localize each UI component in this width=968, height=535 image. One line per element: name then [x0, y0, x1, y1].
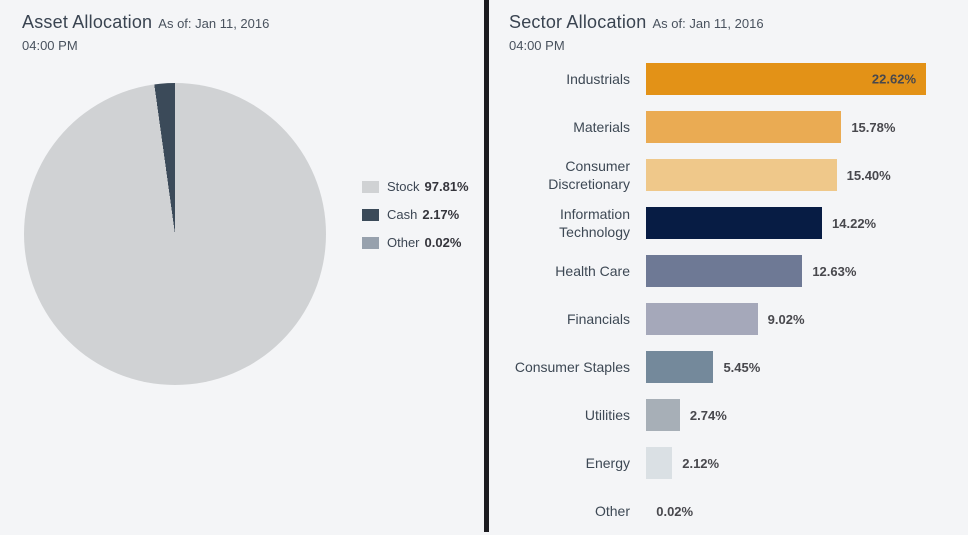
bar [646, 351, 713, 383]
sector-allocation-panel: Sector Allocation As of: Jan 11, 2016 04:… [489, 0, 968, 532]
bar-category-label: Energy [509, 454, 646, 472]
legend-label: Stock [387, 179, 420, 194]
bar-track: 0.02% [646, 495, 961, 527]
bar-category-label: Industrials [509, 70, 646, 88]
bar-value-label: 2.12% [682, 456, 719, 471]
bar-category-label: Financials [509, 310, 646, 328]
bar-category-label: Health Care [509, 262, 646, 280]
bar-row: Industrials 22.62% [509, 55, 961, 103]
asset-allocation-pie-chart [24, 83, 326, 385]
bar-category-label: Utilities [509, 406, 646, 424]
bar-track: 15.78% [646, 111, 961, 143]
legend-item: Cash 2.17% [362, 207, 469, 222]
bar-value-label: 15.40% [847, 168, 891, 183]
legend-value: 97.81% [425, 179, 469, 194]
asset-allocation-header: Asset Allocation As of: Jan 11, 2016 04:0… [22, 12, 462, 53]
legend-swatch [362, 181, 379, 193]
bar-category-label: Materials [509, 118, 646, 136]
bar-value-label: 15.78% [851, 120, 895, 135]
bar [646, 303, 758, 335]
bar-value-label: 9.02% [768, 312, 805, 327]
legend-value: 0.02% [425, 235, 462, 250]
bar-row: Utilities 2.74% [509, 391, 961, 439]
sector-allocation-asof: As of: Jan 11, 2016 [652, 16, 763, 31]
bar-row: Financials 9.02% [509, 295, 961, 343]
legend-item: Other 0.02% [362, 235, 469, 250]
sector-allocation-header: Sector Allocation As of: Jan 11, 2016 04:… [509, 12, 949, 53]
asset-allocation-title: Asset Allocation [22, 12, 152, 32]
bar-category-label: Consumer Discretionary [509, 157, 646, 193]
bar-row: Health Care 12.63% [509, 247, 961, 295]
bar: 22.62% [646, 63, 926, 95]
bar-row: Materials 15.78% [509, 103, 961, 151]
sector-allocation-bar-chart: Industrials 22.62% Materials 15.78% Consumer… [509, 55, 961, 535]
bar [646, 447, 672, 479]
bar [646, 207, 822, 239]
bar-row: Other 0.02% [509, 487, 961, 535]
asset-allocation-legend: Stock 97.81% Cash 2.17%Other 0.02% [362, 179, 469, 263]
bar [646, 159, 837, 191]
bar-track: 22.62% [646, 63, 961, 95]
legend-label: Other [387, 235, 420, 250]
bar-value-label: 12.63% [812, 264, 856, 279]
bar-track: 2.74% [646, 399, 961, 431]
legend-swatch [362, 209, 379, 221]
bar-track: 2.12% [646, 447, 961, 479]
legend-item: Stock 97.81% [362, 179, 469, 194]
bar-category-label: Information Technology [509, 205, 646, 241]
bar [646, 111, 841, 143]
bar-track: 5.45% [646, 351, 961, 383]
bar-row: Consumer Discretionary 15.40% [509, 151, 961, 199]
sector-allocation-title: Sector Allocation [509, 12, 646, 32]
bar-value-label: 0.02% [656, 504, 693, 519]
bar [646, 255, 802, 287]
legend-label: Cash [387, 207, 417, 222]
bar-value-label: 14.22% [832, 216, 876, 231]
legend-value: 2.17% [422, 207, 459, 222]
bar-track: 15.40% [646, 159, 961, 191]
bar [646, 399, 680, 431]
asset-allocation-panel: Asset Allocation As of: Jan 11, 2016 04:0… [0, 0, 484, 532]
bar-track: 12.63% [646, 255, 961, 287]
bar-row: Consumer Staples 5.45% [509, 343, 961, 391]
bar-value-label: 22.62% [872, 72, 916, 87]
bar-row: Information Technology 14.22% [509, 199, 961, 247]
legend-swatch [362, 237, 379, 249]
asset-allocation-asof: As of: Jan 11, 2016 [158, 16, 269, 31]
bar-category-label: Other [509, 502, 646, 520]
bar-track: 14.22% [646, 207, 961, 239]
bar-category-label: Consumer Staples [509, 358, 646, 376]
bar-value-label: 2.74% [690, 408, 727, 423]
sector-allocation-time: 04:00 PM [509, 38, 949, 53]
asset-allocation-time: 04:00 PM [22, 38, 462, 53]
bar-track: 9.02% [646, 303, 961, 335]
bar-row: Energy 2.12% [509, 439, 961, 487]
bar-value-label: 5.45% [723, 360, 760, 375]
